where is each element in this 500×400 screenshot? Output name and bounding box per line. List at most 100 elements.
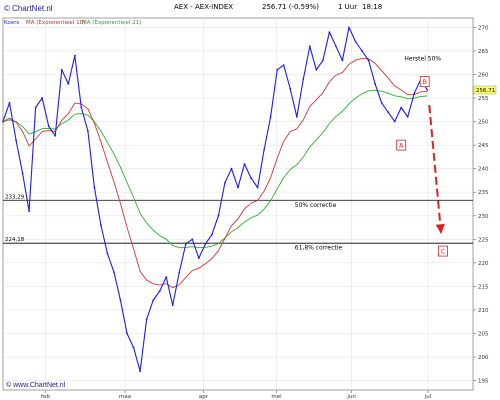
price-point bbox=[2, 120, 4, 123]
price-point bbox=[204, 243, 207, 245]
price-point bbox=[335, 45, 337, 48]
price-point bbox=[28, 210, 31, 212]
last-value-box bbox=[473, 85, 497, 95]
price-point bbox=[367, 59, 370, 62]
price-point bbox=[8, 101, 11, 104]
support-lines: 233,29 50% correctie 224,18 61,8% correctie bbox=[3, 194, 473, 252]
price-point bbox=[80, 106, 83, 109]
price-point bbox=[256, 186, 259, 189]
price-point bbox=[93, 186, 96, 189]
price-point bbox=[393, 120, 396, 123]
y-tick-label: 255 bbox=[478, 96, 489, 102]
y-tick-label: 205 bbox=[478, 331, 489, 337]
price-point bbox=[145, 318, 148, 321]
forecast-arrow-head bbox=[435, 223, 445, 235]
price-point bbox=[184, 243, 187, 245]
price-point bbox=[269, 115, 272, 118]
price-point bbox=[282, 64, 285, 66]
y-tick-label: 250 bbox=[478, 120, 489, 126]
last-value-label: 256.71 bbox=[476, 88, 495, 94]
price-point bbox=[126, 332, 128, 335]
wave-label: B bbox=[422, 78, 426, 86]
watermark: © www.ChartNet.nl bbox=[6, 381, 66, 389]
header-time: 18:18 bbox=[362, 3, 382, 11]
price-point bbox=[250, 177, 252, 180]
x-tick-label: jul bbox=[424, 394, 432, 400]
price-point bbox=[400, 106, 403, 109]
price-point bbox=[178, 271, 181, 274]
header-period: 1 Uur bbox=[338, 3, 357, 11]
recovery-annotation: Herstel 50% bbox=[404, 55, 441, 62]
y-tick-label: 210 bbox=[478, 308, 489, 314]
chartnet-logo[interactable]: © ChartNet.nl bbox=[4, 4, 53, 13]
series-layer bbox=[2, 26, 429, 373]
price-point bbox=[354, 40, 357, 43]
plot-area bbox=[2, 17, 474, 391]
price-point bbox=[276, 68, 279, 71]
wave-label-box bbox=[419, 76, 430, 87]
annotation-layer: 256.71 Herstel 50% B A C bbox=[396, 55, 497, 257]
price-point bbox=[308, 45, 311, 48]
price-point bbox=[21, 172, 24, 175]
price-point bbox=[426, 89, 429, 91]
price-point bbox=[243, 163, 246, 165]
price-point bbox=[387, 111, 390, 114]
support-line-annotation: 50% correctie bbox=[295, 202, 337, 209]
price-point bbox=[152, 299, 155, 302]
price-point bbox=[67, 83, 70, 85]
price-point bbox=[230, 167, 233, 170]
price-point bbox=[302, 78, 305, 81]
x-tick-label: jun bbox=[346, 394, 356, 400]
price-point bbox=[132, 346, 135, 349]
price-line bbox=[2, 26, 428, 372]
ema10-line bbox=[2, 58, 428, 289]
y-tick-label: 215 bbox=[478, 284, 489, 290]
support-line-annotation: 61,8% correctie bbox=[295, 245, 343, 252]
price-point bbox=[86, 130, 89, 132]
price-point bbox=[100, 224, 102, 227]
price-point bbox=[224, 181, 226, 184]
y-tick-label: 245 bbox=[478, 143, 489, 149]
price-point bbox=[113, 271, 115, 274]
price-point bbox=[289, 87, 292, 90]
y-tick-label: 265 bbox=[478, 49, 489, 55]
price-point bbox=[348, 26, 350, 29]
price-point bbox=[34, 106, 37, 109]
price-point bbox=[47, 125, 50, 128]
price-point bbox=[374, 83, 376, 85]
price-point bbox=[119, 299, 122, 302]
price-point bbox=[315, 68, 318, 71]
price-point bbox=[60, 68, 63, 71]
legend-ema10: MA (Exponentieel 10) bbox=[26, 20, 85, 26]
wave-label: C bbox=[441, 248, 446, 256]
price-point bbox=[73, 54, 76, 57]
price-point bbox=[210, 233, 213, 236]
wave-label: A bbox=[399, 142, 404, 150]
price-point bbox=[158, 290, 161, 293]
y-axis: 195 200 205 210 215 220 225 230 235 240 245 250 255 2… bbox=[473, 25, 489, 385]
y-tick-label: 240 bbox=[478, 167, 489, 173]
support-line-label: 233,29 bbox=[5, 194, 25, 200]
price-point bbox=[321, 59, 324, 62]
price-point bbox=[171, 304, 174, 307]
y-tick-label: 195 bbox=[478, 379, 489, 385]
price-point bbox=[41, 97, 44, 99]
forecast-arrow-line bbox=[428, 105, 443, 233]
chart-title: AEX - AEX-INDEX bbox=[174, 3, 233, 11]
price-point bbox=[197, 257, 200, 260]
price-point bbox=[217, 214, 220, 217]
legend-main: Koers bbox=[4, 20, 19, 26]
wave-label-box bbox=[396, 139, 407, 151]
price-point bbox=[341, 59, 344, 62]
header-last-value: 256.71 (-0.59%) bbox=[262, 3, 319, 11]
price-point bbox=[295, 115, 298, 118]
price-point bbox=[165, 276, 168, 278]
y-tick-label: 230 bbox=[478, 214, 489, 220]
x-tick-label: apr bbox=[199, 394, 209, 400]
price-point bbox=[139, 370, 141, 373]
ema21-line bbox=[2, 89, 428, 249]
price-point bbox=[54, 134, 57, 137]
x-tick-label: mei bbox=[271, 394, 282, 400]
y-tick-label: 260 bbox=[478, 73, 489, 79]
